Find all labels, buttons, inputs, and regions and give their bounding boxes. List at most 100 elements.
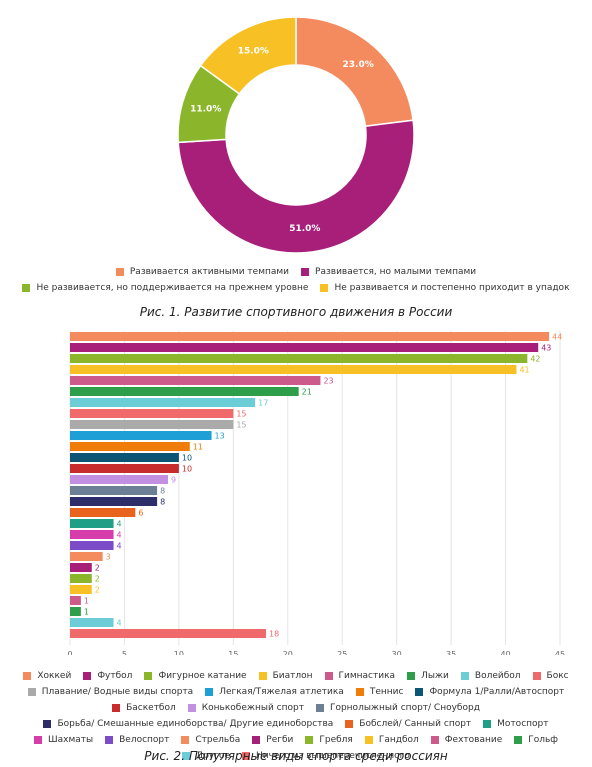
legend-label: Волейбол (474, 671, 521, 681)
legend: Хоккей Футбол Фигурное катание Биатлон Гимна… (0, 668, 592, 764)
data-label: 51.0% (289, 224, 320, 234)
bar (70, 519, 114, 528)
bar (70, 420, 234, 429)
legend-marker (115, 268, 124, 276)
legend-label: Хоккей (37, 671, 72, 681)
legend-marker (83, 672, 92, 680)
legend-label: Горнолыжный спорт/ Сноуборд (329, 703, 480, 713)
legend-item: Бокс (532, 668, 569, 684)
legend-marker (205, 688, 214, 696)
legend-label: Бокс (546, 671, 569, 681)
data-label: 3 (106, 553, 111, 562)
legend-marker (105, 736, 114, 744)
data-label: 44 (552, 333, 562, 342)
legend-label: Не развивается, но поддерживается на пре… (36, 283, 309, 293)
legend-item: Не развивается и постепенно приходит в у… (320, 280, 570, 296)
legend-marker (34, 736, 42, 744)
data-label: 1 (84, 608, 89, 617)
data-label: 11.0% (190, 104, 221, 114)
legend-label: Регби (266, 735, 294, 745)
bar (70, 442, 190, 451)
legend-label: Футбол (97, 671, 133, 681)
data-label: 2 (95, 586, 100, 595)
data-label: 10 (182, 454, 192, 463)
bar (70, 486, 158, 495)
bar (70, 596, 81, 605)
data-label: 9 (171, 476, 176, 485)
x-tick-label: 45 (555, 650, 565, 655)
legend-label: Формула 1/Ралли/Автоспорт (429, 687, 565, 697)
bar-chart: 0 5 10 15 20 25 30 35 40 454443424123211715151311… (67, 331, 565, 655)
bar (70, 365, 517, 374)
legend-marker (22, 284, 31, 292)
legend-marker (315, 704, 324, 712)
legend-label: Не развивается и постепенно приходит в у… (334, 283, 570, 293)
legend-item: Волейбол (460, 668, 521, 684)
legend-item: Велоспорт (105, 732, 169, 748)
bar (70, 464, 179, 473)
legend-label: Гребля (319, 735, 353, 745)
legend-label: Стрельба (195, 735, 241, 745)
legend-label: Биатлон (272, 671, 313, 681)
x-tick-label: 10 (174, 650, 184, 655)
bar (70, 387, 299, 396)
legend-item: Теннис (355, 684, 403, 700)
legend-item: Фигурное катание (144, 668, 247, 684)
legend-marker (460, 672, 469, 680)
data-label: 4 (117, 520, 122, 529)
data-label: 23 (323, 377, 333, 386)
bar (70, 552, 103, 561)
data-label: 8 (160, 498, 165, 507)
x-tick-label: 5 (122, 650, 127, 655)
bar (70, 574, 92, 583)
legend-marker (112, 704, 121, 712)
legend-marker (258, 672, 267, 680)
legend-label: Бобслей/ Санный спорт (359, 719, 472, 729)
legend-item: Формула 1/Ралли/Автоспорт (415, 684, 564, 700)
legend-marker (364, 736, 373, 744)
donut-chart: 23.0% 51.0% 11.0% 15.0% (177, 16, 415, 254)
legend-item: Легкая/Тяжелая атлетика (205, 684, 344, 700)
legend-marker (144, 672, 153, 680)
x-tick-label: 35 (446, 650, 456, 655)
legend-marker (355, 688, 364, 696)
x-tick-label: 20 (283, 650, 293, 655)
legend-marker (483, 720, 492, 728)
bar (70, 354, 528, 363)
legend-marker (301, 268, 310, 276)
legend-item: Горнолыжный спорт/ Сноуборд (315, 700, 480, 716)
legend-item: Мотоспорт (483, 716, 549, 732)
legend-item: Борьба/ Смешанные единоборства/ Другие е… (43, 716, 333, 732)
legend-item: Лыжи (407, 668, 449, 684)
bar (70, 332, 550, 341)
legend-item: Футбол (83, 668, 132, 684)
legend-item: Не развивается, но поддерживается на пре… (22, 280, 308, 296)
caption: Рис. 2. Популярные виды спорта среди рос… (144, 749, 448, 763)
legend-item: Хоккей (23, 668, 71, 684)
bar (70, 376, 321, 385)
legend-item: Конькобежный спорт (187, 700, 304, 716)
legend: Развивается активными темпами Развивается… (0, 264, 592, 296)
bar (70, 508, 136, 517)
legend-label: Развивается, но малыми темпами (315, 267, 477, 277)
data-label: 43 (541, 344, 551, 353)
legend-marker (514, 736, 523, 744)
data-label: 1 (84, 597, 89, 606)
x-tick-label: 30 (392, 650, 402, 655)
legend-label: Лыжи (421, 671, 449, 681)
legend-item: Гребля (305, 732, 353, 748)
donut-segment (199, 16, 297, 95)
legend-marker (320, 284, 329, 292)
bar (70, 343, 539, 352)
legend-marker (182, 752, 191, 760)
legend-marker (181, 736, 190, 744)
bar (70, 607, 81, 616)
legend-marker (43, 720, 52, 728)
data-label: 15 (236, 410, 246, 419)
data-label: 21 (302, 388, 312, 397)
legend-item: Биатлон (258, 668, 313, 684)
legend-label: Конькобежный спорт (201, 703, 304, 713)
legend-label: Баскетбол (126, 703, 176, 713)
bar (70, 398, 256, 407)
